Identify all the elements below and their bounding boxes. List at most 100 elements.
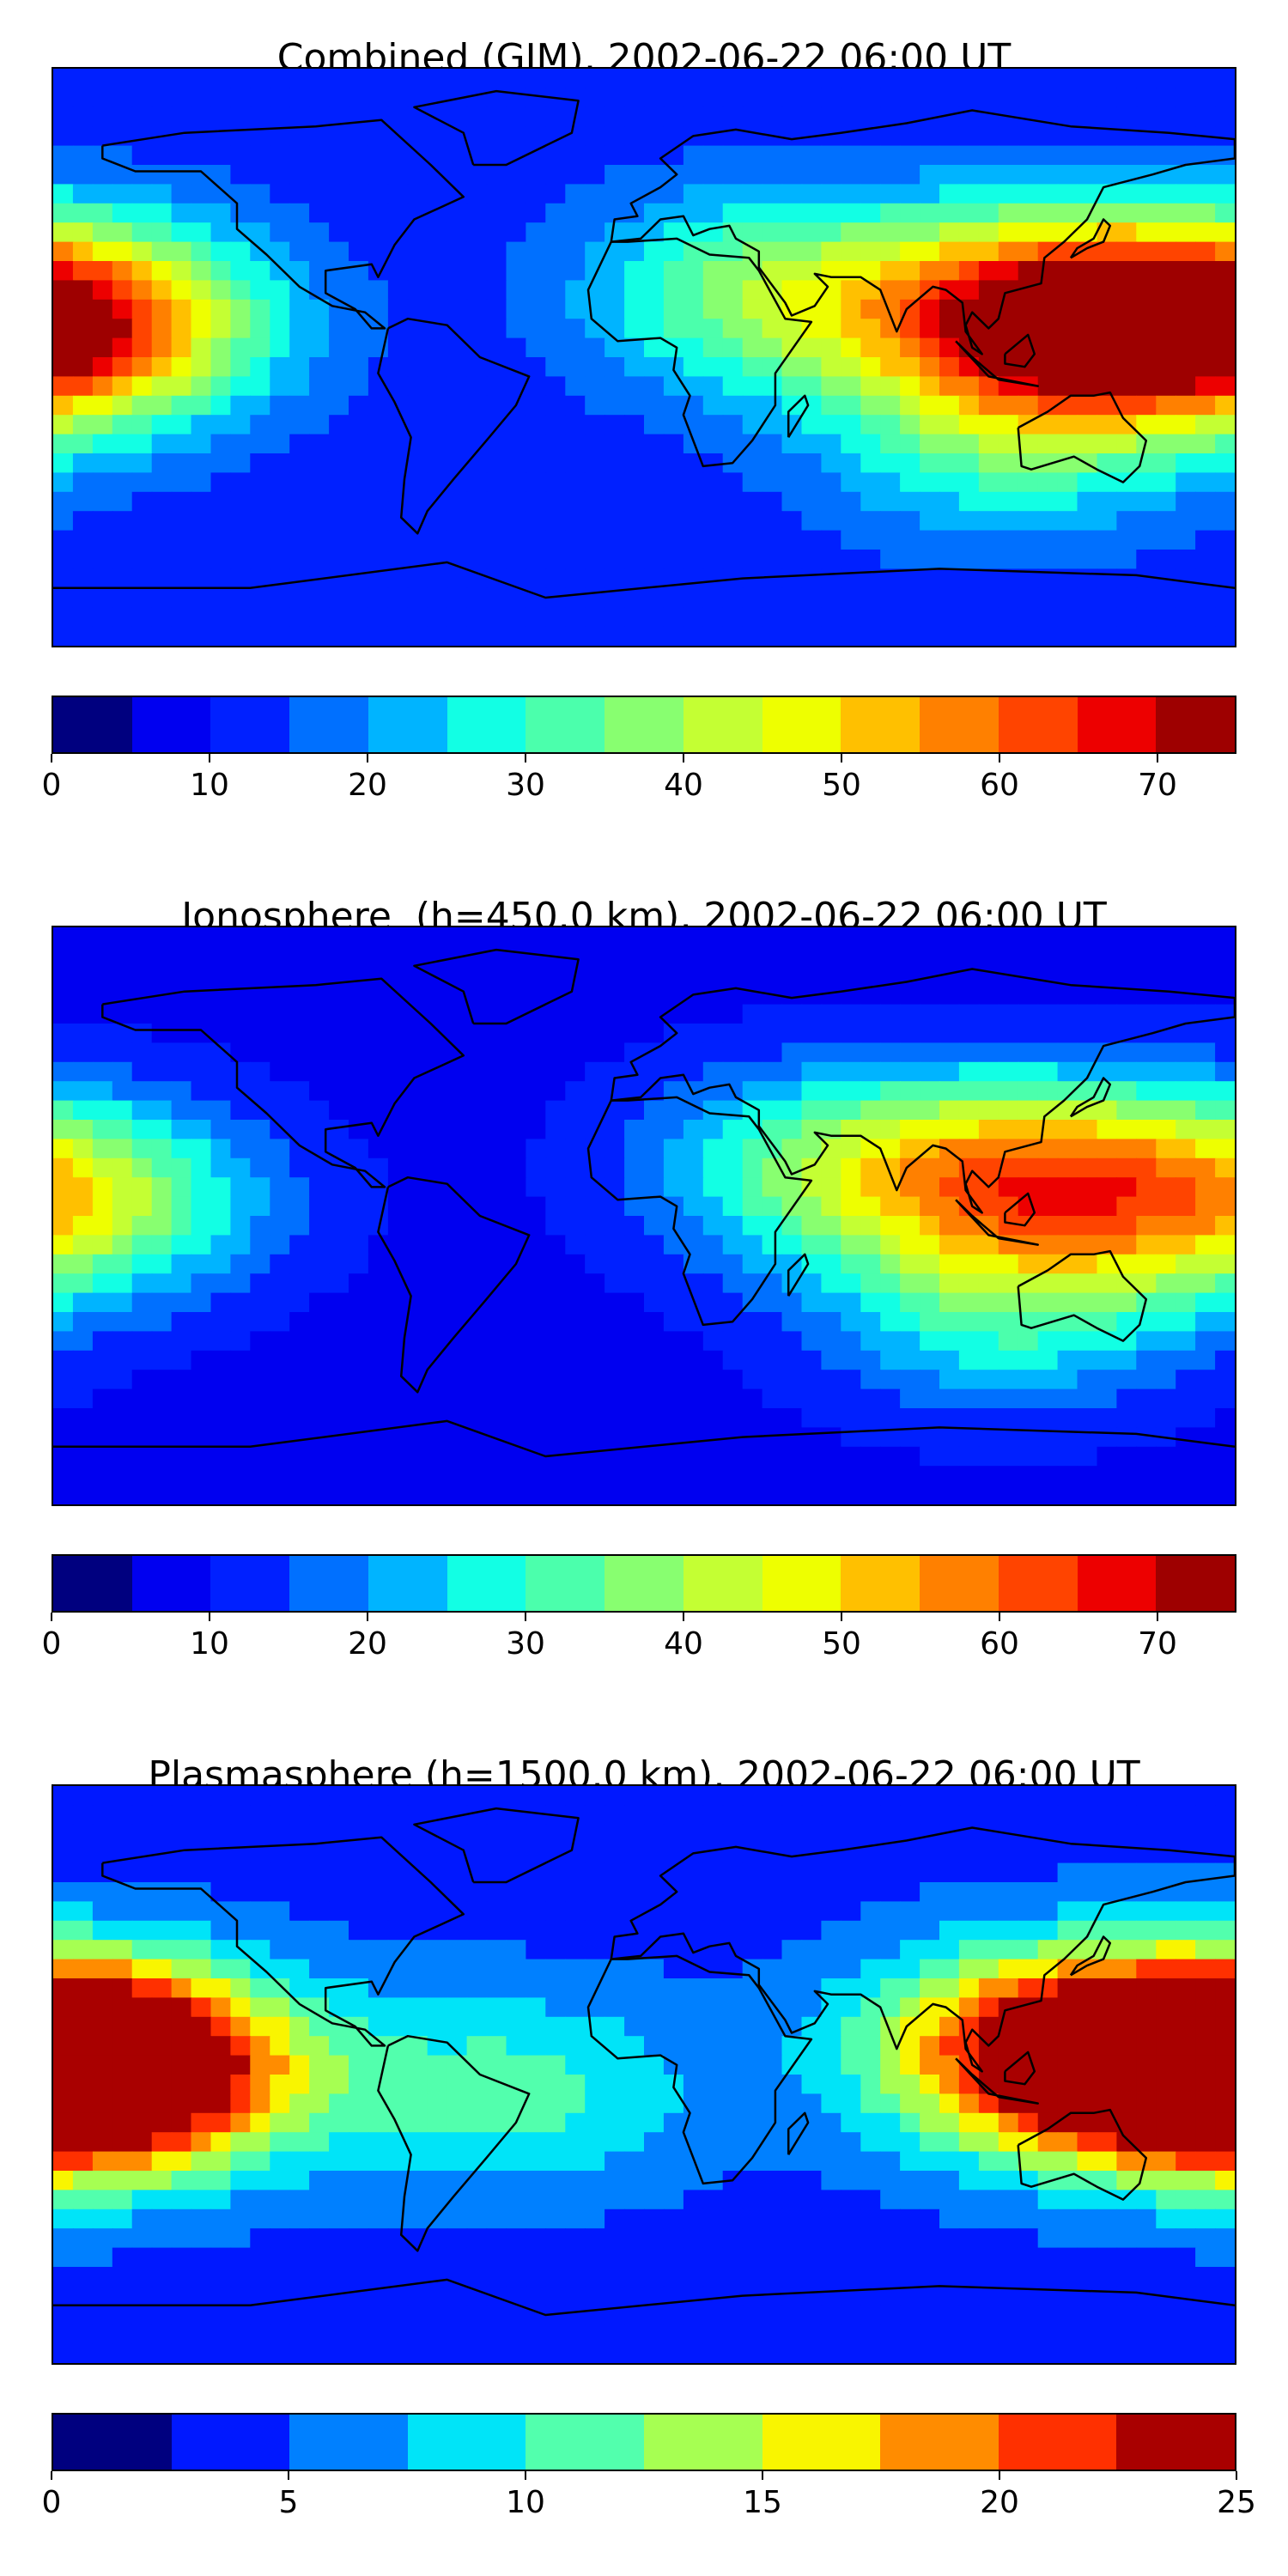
heatmap-cell [1057,2132,1078,2153]
heatmap-cell [1037,1024,1059,1044]
heatmap-cell [978,337,999,358]
heatmap-cell [644,568,665,589]
heatmap-cell [545,985,566,1005]
heatmap-cell [1077,1408,1098,1429]
heatmap-cell [171,511,192,532]
heatmap-cell [683,1370,704,1390]
heatmap-cell [702,1177,724,1198]
heatmap-cell [92,2190,113,2210]
heatmap-cell [329,1350,349,1370]
heatmap-cell [72,184,94,204]
heatmap-cell [349,222,369,243]
heatmap-cell [742,1350,763,1370]
heatmap-cell [171,1901,192,1922]
heatmap-cell [821,434,842,454]
heatmap-cell [545,1216,566,1236]
heatmap-cell [506,1370,527,1390]
heatmap-cell [526,1862,547,1883]
heatmap-cell [958,376,980,397]
heatmap-cell [801,1004,823,1024]
heatmap-cell [309,1446,330,1467]
heatmap-cell [92,1024,113,1044]
heatmap-cell [1156,1901,1176,1922]
heatmap-cell [250,1901,270,1922]
heatmap-cell [585,88,605,108]
heatmap-cell [1018,1844,1039,1864]
heatmap-cell [939,1061,960,1082]
heatmap-cell [860,1312,881,1333]
heatmap-cell [112,453,133,474]
heatmap-cell [486,222,507,243]
heatmap-cell [387,1216,409,1236]
heatmap-cell [722,1485,744,1504]
heatmap-cell [250,946,270,967]
heatmap-cell [1116,1254,1138,1274]
heatmap-cell [1018,568,1039,589]
heatmap-cell [605,1177,625,1198]
heatmap-cell [880,1370,901,1390]
heatmap-cell [112,1997,133,2018]
heatmap-cell [841,1254,861,1274]
heatmap-cell [131,1061,153,1082]
heatmap-cell [230,261,252,282]
heatmap-cell [368,395,389,416]
heatmap-cell [368,2112,389,2133]
heatmap-cell [762,1485,783,1504]
heatmap-cell [900,472,920,493]
heatmap-cell [289,184,310,204]
heatmap-cell [722,1370,744,1390]
heatmap-cell [368,2132,389,2153]
heatmap-cell [270,222,290,243]
heatmap-cell [230,1312,252,1333]
heatmap-cell [1037,222,1059,243]
heatmap-cell [72,126,94,147]
colorbar-tick-label: 10 [190,1626,229,1662]
heatmap-cell [329,1466,349,1486]
heatmap-cell [624,280,645,301]
heatmap-cell [998,1061,1019,1082]
heatmap-cell [545,1901,566,1922]
heatmap-cell [407,415,428,435]
heatmap-cell [781,1408,803,1429]
heatmap-cell [250,1312,270,1333]
heatmap-cell [349,2093,369,2114]
heatmap-cell [722,280,744,301]
heatmap-cell [368,1024,389,1044]
heatmap-cell [762,1120,783,1140]
heatmap-cell [112,511,133,532]
heatmap-cell [683,145,704,166]
heatmap-cell [860,1216,881,1236]
heatmap-cell [270,1004,290,1024]
heatmap-cell [1097,587,1118,608]
heatmap-cell [349,1805,369,1826]
heatmap-cell [821,1157,842,1178]
heatmap-cell [250,1024,270,1044]
heatmap-cell [781,626,803,646]
heatmap-cell [486,1157,507,1178]
heatmap-cell [329,1882,349,1903]
heatmap-cell [92,1331,113,1352]
heatmap-cell [663,2036,684,2057]
heatmap-cell [191,2151,212,2172]
coastline [53,561,1235,599]
heatmap-cell [860,1805,881,1826]
heatmap-cell [683,453,704,474]
heatmap-cell [644,357,665,378]
heatmap-cell [329,357,349,378]
coastlines [53,948,1235,1458]
heatmap-cell [742,472,763,493]
heatmap-cell [230,1997,252,2018]
heatmap-cell [762,2093,783,2114]
colorbar-segment [605,697,683,752]
heatmap-cell [860,1177,881,1198]
heatmap-cell [1116,1292,1138,1313]
heatmap-cell [978,1216,999,1236]
heatmap-cell [506,985,527,1005]
heatmap-cell [821,299,842,319]
heatmap-cell [900,1042,920,1063]
heatmap-cell [427,568,448,589]
heatmap-cell [605,1786,625,1807]
heatmap-cell [1116,587,1138,608]
heatmap-cell [72,1004,94,1024]
heatmap-cell [1116,2093,1138,2114]
